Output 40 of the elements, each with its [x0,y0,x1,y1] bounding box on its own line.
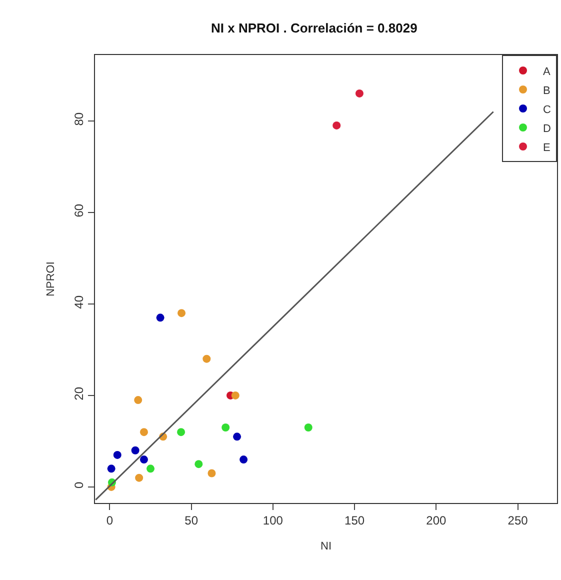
x-tick-label: 100 [262,513,284,528]
y-tick-label: 80 [72,112,86,126]
point [233,432,242,441]
x-tick-label: 150 [344,513,365,528]
x-tick-label: 200 [426,513,447,528]
point [146,464,155,473]
point [304,423,312,432]
point [332,121,341,130]
point [134,396,142,404]
point [202,354,211,363]
point [140,456,148,464]
y-tick-label: 20 [72,386,86,400]
legend-label: D [543,122,551,135]
x-tick-label: 50 [184,513,198,528]
point [208,469,216,478]
point [194,460,203,468]
point [355,89,364,98]
point [131,446,140,454]
point [231,391,240,400]
point [178,309,186,318]
x-axis-title: NI [320,540,332,553]
point [140,428,148,436]
legend-label: C [543,104,551,116]
chart-title: NI x NPROI . Correlación = 0.8029 [211,20,418,36]
y-axis-title: NPROI [44,262,57,296]
point [156,314,164,322]
x-tick-label: 0 [106,513,114,528]
y-tick-label: 60 [72,204,86,218]
legend-label: A [543,66,551,78]
y-tick-label: 40 [72,295,86,309]
legend-label: E [543,142,550,154]
point [113,450,122,459]
y-tick-label: 0 [72,482,86,489]
point [240,456,248,464]
point [177,428,186,436]
point [107,464,116,473]
legend-label: B [543,84,550,97]
point [135,474,144,482]
point [222,423,230,432]
x-tick-label: 250 [508,513,528,528]
